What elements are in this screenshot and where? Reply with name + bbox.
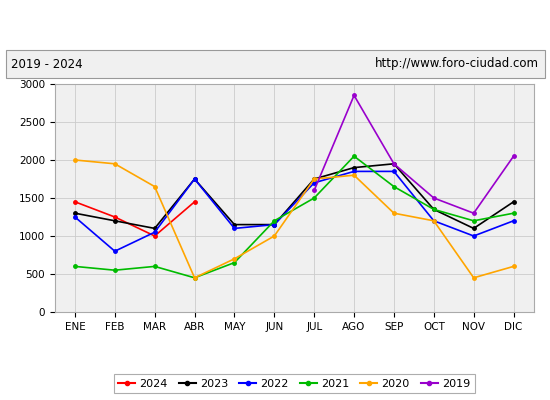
- 2020: [231, 256, 238, 261]
- 2022: [151, 230, 158, 234]
- 2024: [72, 200, 78, 204]
- Line: 2019: 2019: [312, 94, 515, 215]
- 2023: [311, 177, 317, 182]
- 2021: [311, 196, 317, 200]
- 2023: [191, 177, 198, 182]
- 2023: [351, 165, 358, 170]
- 2020: [72, 158, 78, 162]
- 2019: [470, 211, 477, 216]
- 2023: [470, 226, 477, 231]
- Text: http://www.foro-ciudad.com: http://www.foro-ciudad.com: [375, 58, 539, 70]
- 2021: [112, 268, 118, 273]
- 2022: [390, 169, 397, 174]
- Line: 2023: 2023: [73, 162, 515, 230]
- 2024: [112, 214, 118, 219]
- 2020: [191, 275, 198, 280]
- 2023: [431, 207, 437, 212]
- Text: 2019 - 2024: 2019 - 2024: [11, 58, 82, 70]
- 2019: [431, 196, 437, 200]
- 2021: [390, 184, 397, 189]
- 2022: [191, 177, 198, 182]
- 2023: [231, 222, 238, 227]
- 2023: [112, 218, 118, 223]
- 2024: [191, 200, 198, 204]
- 2023: [271, 222, 278, 227]
- 2021: [72, 264, 78, 269]
- Legend: 2024, 2023, 2022, 2021, 2020, 2019: 2024, 2023, 2022, 2021, 2020, 2019: [114, 374, 475, 393]
- Line: 2021: 2021: [73, 154, 515, 280]
- 2022: [112, 249, 118, 254]
- 2021: [470, 218, 477, 223]
- 2020: [151, 184, 158, 189]
- 2022: [231, 226, 238, 231]
- 2019: [390, 162, 397, 166]
- 2022: [470, 234, 477, 238]
- Line: 2024: 2024: [73, 200, 196, 238]
- FancyBboxPatch shape: [6, 50, 544, 78]
- Line: 2022: 2022: [73, 170, 515, 253]
- 2022: [510, 218, 517, 223]
- 2019: [510, 154, 517, 159]
- 2020: [431, 218, 437, 223]
- 2023: [72, 211, 78, 216]
- 2021: [151, 264, 158, 269]
- 2021: [510, 211, 517, 216]
- 2023: [510, 200, 517, 204]
- 2020: [351, 173, 358, 178]
- 2021: [431, 207, 437, 212]
- 2024: [151, 234, 158, 238]
- 2019: [351, 93, 358, 98]
- 2020: [470, 275, 477, 280]
- Text: Evolucion Nº Turistas Nacionales en el municipio de Calasparra: Evolucion Nº Turistas Nacionales en el m…: [43, 16, 507, 32]
- Line: 2020: 2020: [73, 158, 515, 280]
- 2023: [390, 162, 397, 166]
- 2022: [431, 218, 437, 223]
- 2022: [351, 169, 358, 174]
- 2020: [390, 211, 397, 216]
- 2020: [112, 162, 118, 166]
- 2019: [311, 188, 317, 193]
- 2022: [271, 222, 278, 227]
- 2022: [72, 214, 78, 219]
- 2021: [351, 154, 358, 159]
- 2021: [191, 275, 198, 280]
- 2021: [231, 260, 238, 265]
- 2023: [151, 226, 158, 231]
- 2020: [271, 234, 278, 238]
- 2021: [271, 218, 278, 223]
- 2020: [311, 177, 317, 182]
- 2020: [510, 264, 517, 269]
- 2022: [311, 180, 317, 185]
